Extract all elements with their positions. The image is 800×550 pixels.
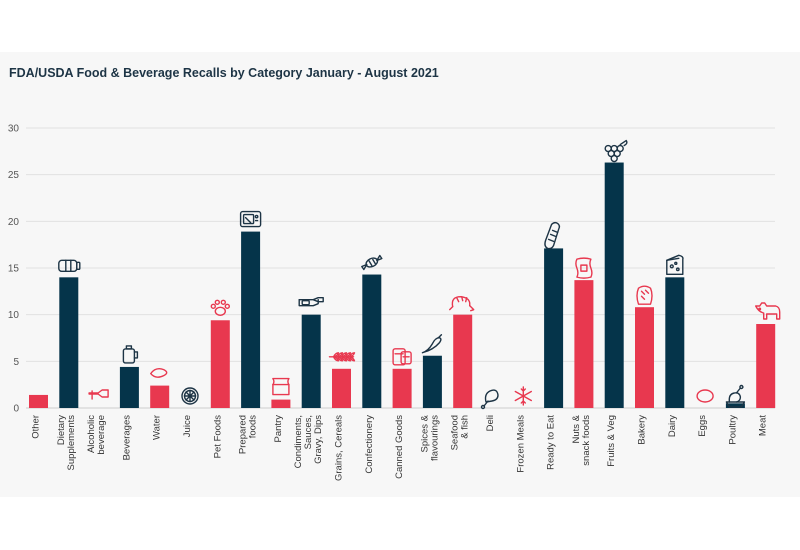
bar	[635, 307, 654, 408]
x-category-label: Spices &flavourings	[419, 414, 440, 461]
snowflake-icon	[514, 386, 532, 406]
egg-icon	[696, 389, 714, 403]
x-category-label: Dairy	[667, 415, 678, 437]
microwave-icon	[239, 210, 262, 228]
bar	[574, 280, 594, 408]
snack-bag-icon	[575, 257, 593, 279]
x-category-label: Eggs	[697, 415, 708, 437]
water-drop-icon	[150, 368, 168, 378]
bar	[453, 314, 473, 408]
y-tick-label: 25	[8, 170, 20, 181]
y-tick-label: 20	[8, 217, 20, 228]
bar	[271, 399, 291, 408]
cheese-icon	[666, 254, 684, 276]
x-category-label: Pet Foods	[212, 415, 223, 459]
bar	[332, 368, 351, 408]
wine-bottle-icon	[88, 389, 109, 400]
x-category-label: Alcoholicbeverage	[86, 415, 107, 455]
category-icons	[58, 139, 781, 410]
grapes-icon	[604, 139, 628, 163]
x-category-label: Grains, Cereals	[334, 415, 345, 481]
x-category-label: Poultry	[727, 415, 738, 445]
cow-icon	[755, 302, 781, 320]
bar	[604, 162, 624, 408]
x-category-label: DietarySupplements	[56, 415, 77, 471]
y-tick-label: 30	[8, 124, 20, 135]
x-category-label: Confectionery	[364, 415, 375, 474]
sauce-bottle-icon	[298, 296, 324, 307]
bar	[301, 314, 321, 408]
x-category-label: Bakery	[637, 415, 648, 445]
bar	[392, 368, 412, 408]
bar	[150, 385, 170, 408]
citrus-slice-icon	[181, 387, 199, 405]
sandwich-icon	[544, 221, 561, 250]
y-tick-label: 0	[13, 404, 19, 415]
x-category-label: Fruits & Veg	[606, 415, 617, 467]
bar	[544, 248, 564, 408]
y-tick-label: 5	[13, 357, 19, 368]
chart-title: FDA/USDA Food & Beverage Recalls by Cate…	[9, 66, 439, 80]
bar	[725, 403, 745, 408]
x-category-label: Deli	[485, 415, 496, 431]
x-category-label: Meat	[758, 415, 769, 436]
ham-leg-icon	[480, 389, 499, 410]
bar	[756, 324, 776, 408]
bar	[119, 366, 139, 408]
y-tick-label: 10	[8, 310, 20, 321]
beverage-jug-icon	[122, 345, 139, 364]
candy-icon	[361, 254, 383, 271]
bars	[29, 162, 776, 408]
bar	[59, 277, 79, 408]
bar	[29, 394, 48, 408]
x-category-label: Condiments,Sauces,Gravy, Dips	[293, 415, 324, 469]
chili-pepper-icon	[421, 334, 443, 354]
x-category-label: Seafood& fish	[450, 415, 471, 450]
x-category-label: Ready to Eat	[546, 415, 557, 470]
x-category-label: Other	[31, 415, 42, 439]
x-category-label: Juice	[182, 415, 193, 437]
shrimp-icon	[449, 295, 475, 312]
bar	[210, 320, 230, 408]
flour-sack-icon	[272, 377, 290, 396]
canned-food-icon	[392, 348, 412, 366]
x-category-label: Nuts &snack foods	[571, 414, 592, 465]
x-category-label: Beverages	[121, 415, 132, 461]
bread-loaf-icon	[636, 285, 653, 305]
bar	[665, 277, 685, 408]
paw-print-icon	[210, 299, 231, 316]
wheat-icon	[328, 352, 356, 362]
supplement-bottle-icon	[58, 259, 81, 273]
bar	[422, 355, 442, 408]
x-category-label: Canned Goods	[394, 415, 405, 479]
bar	[362, 274, 382, 408]
category-labels: Other DietarySupplements Alcoholicbeverage…	[31, 414, 769, 481]
bar	[241, 231, 261, 408]
x-category-label: Water	[152, 415, 163, 440]
x-category-label: Preparedfoods	[238, 415, 259, 454]
x-category-label: Pantry	[273, 415, 284, 443]
chicken-leg-icon	[725, 384, 746, 408]
y-tick-label: 15	[8, 264, 20, 275]
x-category-label: Frozen Meals	[515, 415, 526, 473]
